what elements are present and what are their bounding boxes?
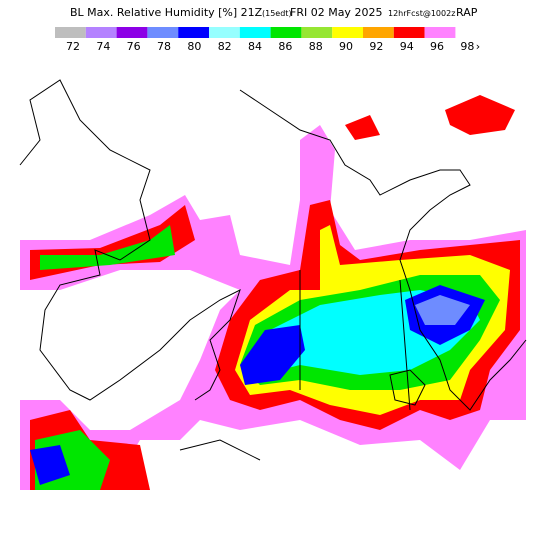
legend-swatch — [424, 27, 456, 38]
legend: 72 74 76 78 80 82 84 86 88 90 92 94 96 98 › — [55, 27, 480, 53]
legend-label: 76 — [127, 40, 141, 53]
legend-label: 82 — [218, 40, 232, 53]
legend-label: 80 — [187, 40, 201, 53]
legend-swatch — [116, 27, 148, 38]
legend-swatch — [332, 27, 363, 38]
title-model: RAP — [456, 6, 478, 19]
legend-swatch — [393, 27, 425, 38]
legend-swatch — [270, 27, 302, 38]
legend-label: 96 — [430, 40, 444, 53]
legend-swatch — [363, 27, 394, 38]
legend-swatch — [178, 27, 209, 38]
title-time-note: (15edt) — [262, 9, 292, 18]
legend-swatch — [301, 27, 333, 38]
legend-label: 86 — [278, 40, 292, 53]
legend-label: 84 — [248, 40, 262, 53]
legend-more: › — [476, 40, 480, 53]
legend-label: 94 — [400, 40, 414, 53]
legend-label: 98 — [460, 40, 474, 53]
legend-swatch — [85, 27, 117, 38]
legend-label: 88 — [309, 40, 323, 53]
humidity-field — [20, 60, 526, 490]
legend-label: 92 — [369, 40, 383, 53]
legend-swatch — [55, 27, 86, 38]
legend-swatch — [239, 27, 271, 38]
legend-label: 90 — [339, 40, 353, 53]
title-fcst: 12hrFcst@1002z — [388, 9, 455, 18]
map-borders — [19, 79, 527, 461]
legend-label: 72 — [66, 40, 80, 53]
title-date: FRI 02 May 2025 — [290, 6, 382, 19]
legend-label: 78 — [157, 40, 171, 53]
legend-label: 74 — [96, 40, 110, 53]
legend-swatch — [147, 27, 179, 38]
title-main: BL Max. Relative Humidity [%] 21Z — [70, 6, 263, 19]
legend-swatch — [209, 27, 240, 38]
